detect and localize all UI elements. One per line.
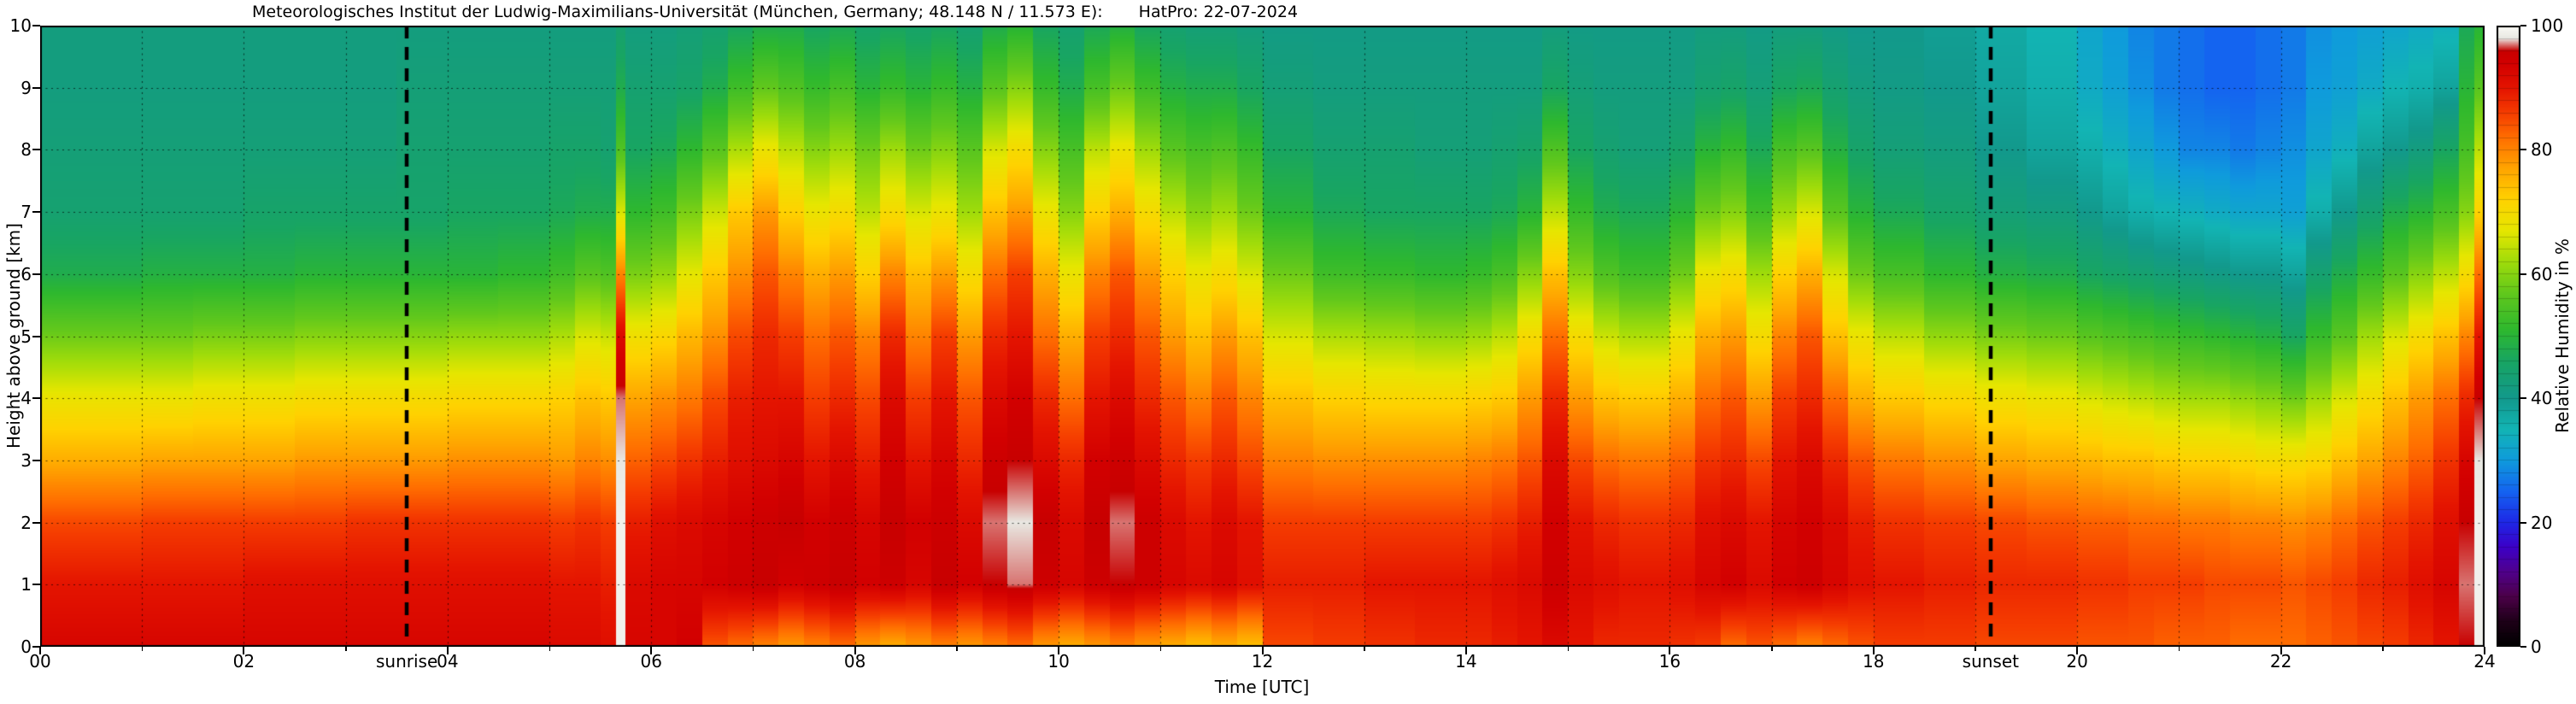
x-tick: [1669, 647, 1671, 654]
x-tick-label: 18: [1863, 651, 1885, 672]
x-tick-label: 24: [2473, 651, 2496, 672]
x-minor-tick: [956, 647, 958, 651]
x-tick: [1872, 647, 1875, 654]
y-tick: [32, 397, 40, 400]
colorbar-tick-label: 20: [2531, 512, 2553, 533]
colorbar-tick: [2520, 397, 2526, 400]
heatmap-canvas: [40, 26, 2485, 647]
y-tick: [32, 459, 40, 461]
colorbar-canvas: [2497, 26, 2520, 647]
x-minor-tick: [2178, 647, 2180, 651]
x-tick-label: 16: [1658, 651, 1681, 672]
figure-title: Meteorologisches Institut der Ludwig-Max…: [252, 3, 1298, 21]
y-tick: [32, 273, 40, 275]
y-tick-label: 2: [21, 512, 32, 533]
x-tick: [854, 647, 856, 654]
y-tick: [32, 211, 40, 214]
y-tick: [32, 335, 40, 337]
y-tick: [32, 86, 40, 89]
x-minor-tick: [752, 647, 754, 651]
y-tick-label: 4: [21, 388, 32, 409]
x-minor-tick: [1975, 647, 1976, 651]
x-tick-label: 00: [29, 651, 51, 672]
x-minor-tick: [1771, 647, 1773, 651]
x-tick: [2484, 647, 2485, 654]
x-tick: [446, 647, 449, 654]
y-tick: [32, 521, 40, 524]
colorbar-tick-label: 80: [2531, 139, 2553, 161]
colorbar-tick-label: 0: [2531, 637, 2542, 657]
x-tick: [1261, 647, 1264, 654]
x-minor-tick: [1364, 647, 1365, 651]
y-tick-label: 8: [21, 139, 32, 161]
x-minor-tick: [1159, 647, 1162, 651]
sunrise-annotation: sunrise: [376, 651, 438, 672]
colorbar-tick-label: 100: [2531, 15, 2564, 36]
x-tick-label: 04: [437, 651, 459, 672]
x-tick-label: 08: [843, 651, 866, 672]
y-tick-label: 6: [21, 263, 32, 285]
x-tick-label: 22: [2269, 651, 2292, 672]
x-minor-tick: [1567, 647, 1570, 651]
x-tick-label: 14: [1455, 651, 1477, 672]
x-tick: [1058, 647, 1060, 654]
x-tick: [2280, 647, 2282, 654]
x-minor-tick: [2382, 647, 2384, 651]
x-minor-tick: [141, 647, 144, 651]
x-tick: [39, 647, 41, 654]
x-tick: [650, 647, 653, 654]
colorbar-tick: [2520, 25, 2526, 26]
y-tick: [32, 646, 40, 648]
colorbar-tick: [2520, 273, 2526, 275]
x-tick: [243, 647, 245, 654]
colorbar-label: Relative Humidity in %: [2552, 238, 2573, 433]
x-tick-label: 02: [232, 651, 255, 672]
x-tick-label: 10: [1047, 651, 1070, 672]
x-tick-label: 12: [1251, 651, 1274, 672]
y-tick-label: 9: [21, 77, 32, 98]
x-tick-label: 06: [640, 651, 662, 672]
x-minor-tick: [549, 647, 551, 651]
sunset-annotation: sunset: [1962, 651, 2019, 672]
y-tick-label: 5: [21, 326, 32, 347]
y-tick: [32, 25, 40, 26]
y-tick-label: 7: [21, 202, 32, 223]
colorbar-tick: [2520, 149, 2526, 151]
y-tick: [32, 584, 40, 586]
title-instrument-date: HatPro: 22-07-2024: [1138, 3, 1299, 21]
x-axis-label: Time [UTC]: [1214, 677, 1310, 697]
colorbar-tick: [2520, 646, 2526, 648]
colorbar-tick-label: 40: [2531, 388, 2553, 409]
y-tick-label: 3: [21, 449, 32, 471]
y-tick-label: 10: [9, 15, 32, 36]
colorbar-tick-label: 60: [2531, 263, 2553, 285]
colorbar-tick: [2520, 521, 2526, 524]
x-minor-tick: [345, 647, 347, 651]
title-institute: Meteorologisches Institut der Ludwig-Max…: [252, 3, 1103, 21]
y-tick: [32, 149, 40, 151]
y-tick-label: 0: [21, 637, 32, 657]
x-tick: [1464, 647, 1467, 654]
y-tick-label: 1: [21, 574, 32, 595]
x-tick-label: 20: [2066, 651, 2088, 672]
x-tick: [2076, 647, 2079, 654]
